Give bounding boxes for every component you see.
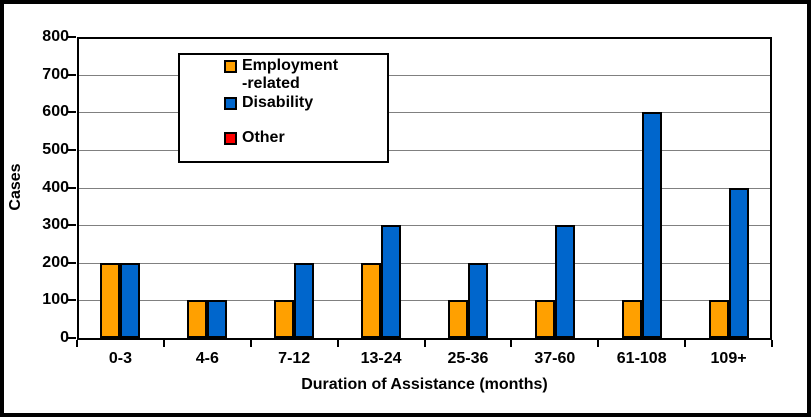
y-tick-label: 200 <box>42 253 69 271</box>
x-tick-label: 37-60 <box>534 350 576 367</box>
y-tick <box>68 148 76 151</box>
legend-swatch-icon <box>224 132 237 145</box>
y-tick-label: 0 <box>60 329 69 346</box>
gridline <box>79 262 770 264</box>
x-axis-title: Duration of Assistance (months) <box>301 376 548 393</box>
x-tick-label: 13-24 <box>360 350 402 367</box>
gridline <box>79 112 770 114</box>
y-tick <box>68 73 76 76</box>
bar-disability <box>554 225 575 338</box>
bar-disability <box>728 187 749 338</box>
gridline <box>79 225 770 227</box>
x-tick <box>684 340 687 347</box>
bar-disability <box>294 262 315 338</box>
bar-disability <box>467 262 488 338</box>
gridline <box>79 187 770 189</box>
y-tick-label: 600 <box>42 103 69 121</box>
y-tick-label: 700 <box>42 65 69 83</box>
bar-employment-related <box>447 300 468 338</box>
bar-disability <box>207 300 228 338</box>
x-tick <box>162 340 165 347</box>
x-tick-label: 109+ <box>710 350 747 367</box>
x-tick <box>76 340 78 347</box>
y-tick-label: 800 <box>42 28 69 45</box>
legend-label: Disability <box>242 94 314 111</box>
x-tick <box>771 340 773 347</box>
x-tick-label: 4-6 <box>195 350 219 367</box>
bar-employment-related <box>708 300 729 338</box>
y-tick-label: 100 <box>42 291 69 309</box>
y-tick-label: 400 <box>42 178 69 196</box>
y-tick-label: 300 <box>42 216 69 234</box>
gridline <box>79 300 770 302</box>
x-tick <box>597 340 600 347</box>
x-tick-label: 0-3 <box>108 350 132 367</box>
x-tick <box>423 340 426 347</box>
x-tick <box>249 340 252 347</box>
bar-disability <box>381 225 402 338</box>
bar-employment-related <box>100 262 121 338</box>
bar-employment-related <box>187 300 208 338</box>
y-tick <box>68 224 76 227</box>
legend-swatch-icon <box>224 97 237 110</box>
x-tick-label: 7-12 <box>278 350 311 367</box>
gridline <box>79 149 770 151</box>
bar-employment-related <box>274 300 295 338</box>
legend-label: Other <box>242 129 285 146</box>
bar-employment-related <box>361 262 382 338</box>
x-tick <box>336 340 339 347</box>
legend-label: Employment -related <box>242 57 339 92</box>
y-tick <box>68 337 76 339</box>
bar-disability <box>120 262 141 338</box>
bar-employment-related <box>534 300 555 338</box>
y-tick <box>68 36 76 38</box>
legend-swatch-icon <box>224 60 237 73</box>
x-tick-label: 25-36 <box>447 350 489 367</box>
bar-disability <box>641 112 662 338</box>
legend: Employment -related Disability Other <box>178 53 389 163</box>
y-tick <box>68 111 76 114</box>
x-tick <box>510 340 513 347</box>
gridline <box>79 74 770 76</box>
x-tick-label: 61-108 <box>616 350 667 367</box>
bar-employment-related <box>621 300 642 338</box>
y-tick <box>68 186 76 189</box>
y-tick-label: 500 <box>42 140 69 158</box>
y-tick <box>68 299 76 302</box>
y-tick <box>68 261 76 264</box>
